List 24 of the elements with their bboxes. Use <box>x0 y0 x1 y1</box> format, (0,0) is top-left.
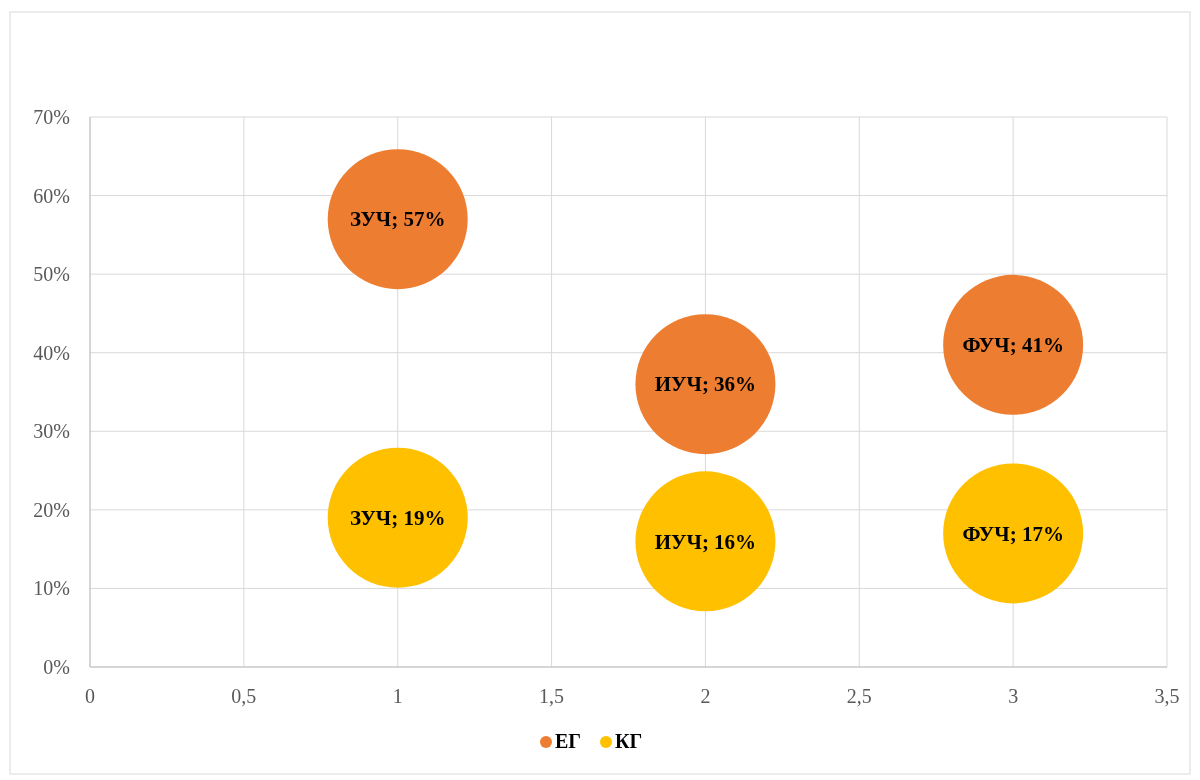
y-tick-label: 10% <box>33 577 70 600</box>
x-tick-label: 3 <box>1008 685 1019 707</box>
legend-label: КГ <box>615 730 643 752</box>
y-tick-label: 70% <box>33 106 70 128</box>
x-tick-label: 0 <box>85 685 95 707</box>
x-tick-label: 2,5 <box>846 685 872 707</box>
y-tick-label: 20% <box>33 498 70 521</box>
x-tick-label: 1 <box>392 685 403 707</box>
x-tick-label: 3,5 <box>1154 685 1180 707</box>
y-tick-label: 0% <box>43 656 70 678</box>
data-label: ИУЧ; 16% <box>654 529 757 554</box>
data-label: ИУЧ; 36% <box>654 372 757 397</box>
data-label: ФУЧ; 17% <box>962 521 1064 546</box>
y-tick-label: 40% <box>33 341 70 364</box>
data-label: ЗУЧ; 57% <box>349 207 446 232</box>
legend-label: ЕГ <box>555 730 582 752</box>
y-tick-label: 60% <box>33 184 70 207</box>
data-label: ФУЧ; 41% <box>962 333 1064 358</box>
y-tick-label: 30% <box>33 420 70 443</box>
x-tick-label: 0,5 <box>231 685 257 707</box>
y-tick-label: 50% <box>33 263 70 286</box>
x-tick-label: 1,5 <box>539 685 565 707</box>
data-label: ЗУЧ; 19% <box>349 506 446 531</box>
x-tick-label: 2 <box>700 685 711 707</box>
